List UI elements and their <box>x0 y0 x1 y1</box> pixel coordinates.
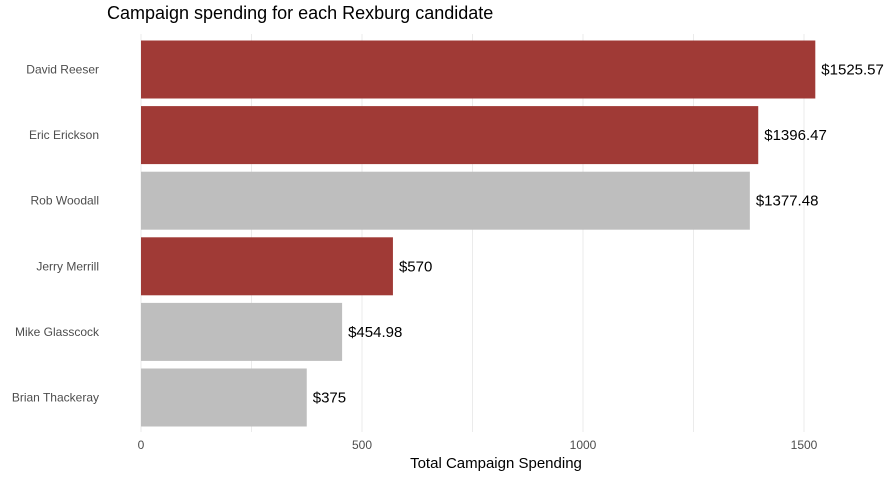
y-tick-label: Brian Thackeray <box>12 391 99 405</box>
y-axis-tick-labels: David Reeser Eric Erickson Rob Woodall Jerr… <box>12 63 100 405</box>
bar-value-label: $454.98 <box>348 324 402 341</box>
x-axis-tick-labels: 0 500 1000 1500 <box>138 438 818 452</box>
bar-value-labels: $1525.57 $1396.47 $1377.48 $570 $454.98 $375 <box>313 62 884 407</box>
x-tick-label: 500 <box>352 438 372 452</box>
bar <box>141 302 343 361</box>
bar <box>141 106 759 165</box>
x-tick-label: 1500 <box>791 438 818 452</box>
y-tick-label: Jerry Merrill <box>36 259 99 273</box>
chart-title: Campaign spending for each Rexburg candi… <box>107 3 493 23</box>
bar <box>141 368 307 427</box>
bar-value-label: $1377.48 <box>756 193 819 210</box>
y-tick-label: Mike Glasscock <box>15 325 100 339</box>
bar-value-label: $570 <box>399 258 432 275</box>
y-tick-label: Eric Erickson <box>29 128 99 142</box>
bar-value-label: $1525.57 <box>821 62 884 79</box>
bars <box>141 40 816 427</box>
bar-value-label: $375 <box>313 390 346 407</box>
x-tick-label: 1000 <box>570 438 597 452</box>
y-tick-label: David Reeser <box>26 63 99 77</box>
y-tick-label: Rob Woodall <box>31 194 99 208</box>
grid-lines <box>140 34 805 432</box>
x-axis-title: Total Campaign Spending <box>410 455 582 472</box>
bar-value-label: $1396.47 <box>764 127 827 144</box>
bar <box>141 237 393 296</box>
bar <box>141 40 816 99</box>
bar <box>141 171 750 230</box>
x-tick-label: 0 <box>138 438 145 452</box>
